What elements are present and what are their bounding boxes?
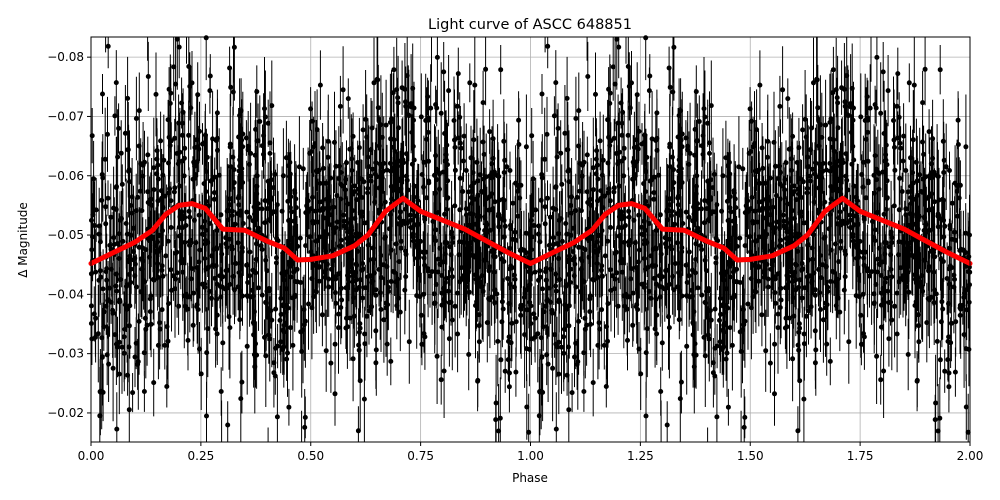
binned-curve-line	[88, 195, 973, 266]
y-axis-ticks: −0.08 −0.07 −0.06 −0.05 −0.04 −0.03 −0.02	[47, 50, 91, 420]
x-tick-label: 1.75	[847, 449, 874, 463]
x-tick-label: 1.50	[737, 449, 764, 463]
x-tick-label: 0.00	[78, 449, 105, 463]
x-axis-label: Phase	[512, 471, 548, 485]
y-tick-label: −0.03	[47, 347, 84, 361]
observation-points	[88, 35, 973, 435]
y-tick-label: −0.05	[47, 228, 84, 242]
y-tick-label: −0.06	[47, 169, 84, 183]
chart-title: Light curve of ASCC 648851	[428, 17, 632, 33]
x-tick-label: 2.00	[957, 449, 984, 463]
y-axis-label: Δ Magnitude	[16, 202, 30, 278]
x-tick-label: 0.75	[407, 449, 434, 463]
x-tick-label: 1.25	[627, 449, 654, 463]
y-tick-label: −0.07	[47, 109, 84, 123]
x-tick-label: 1.00	[517, 449, 544, 463]
x-tick-label: 0.25	[188, 449, 215, 463]
x-tick-label: 0.50	[297, 449, 324, 463]
y-tick-label: −0.08	[47, 50, 84, 64]
y-tick-label: −0.04	[47, 287, 84, 301]
y-tick-label: −0.02	[47, 406, 84, 420]
x-axis-ticks: 0.00 0.25 0.50 0.75 1.00 1.25 1.50 1.75 2.00	[78, 442, 984, 463]
